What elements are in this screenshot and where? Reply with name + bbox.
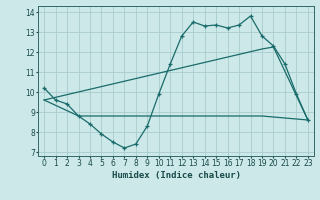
X-axis label: Humidex (Indice chaleur): Humidex (Indice chaleur)	[111, 171, 241, 180]
